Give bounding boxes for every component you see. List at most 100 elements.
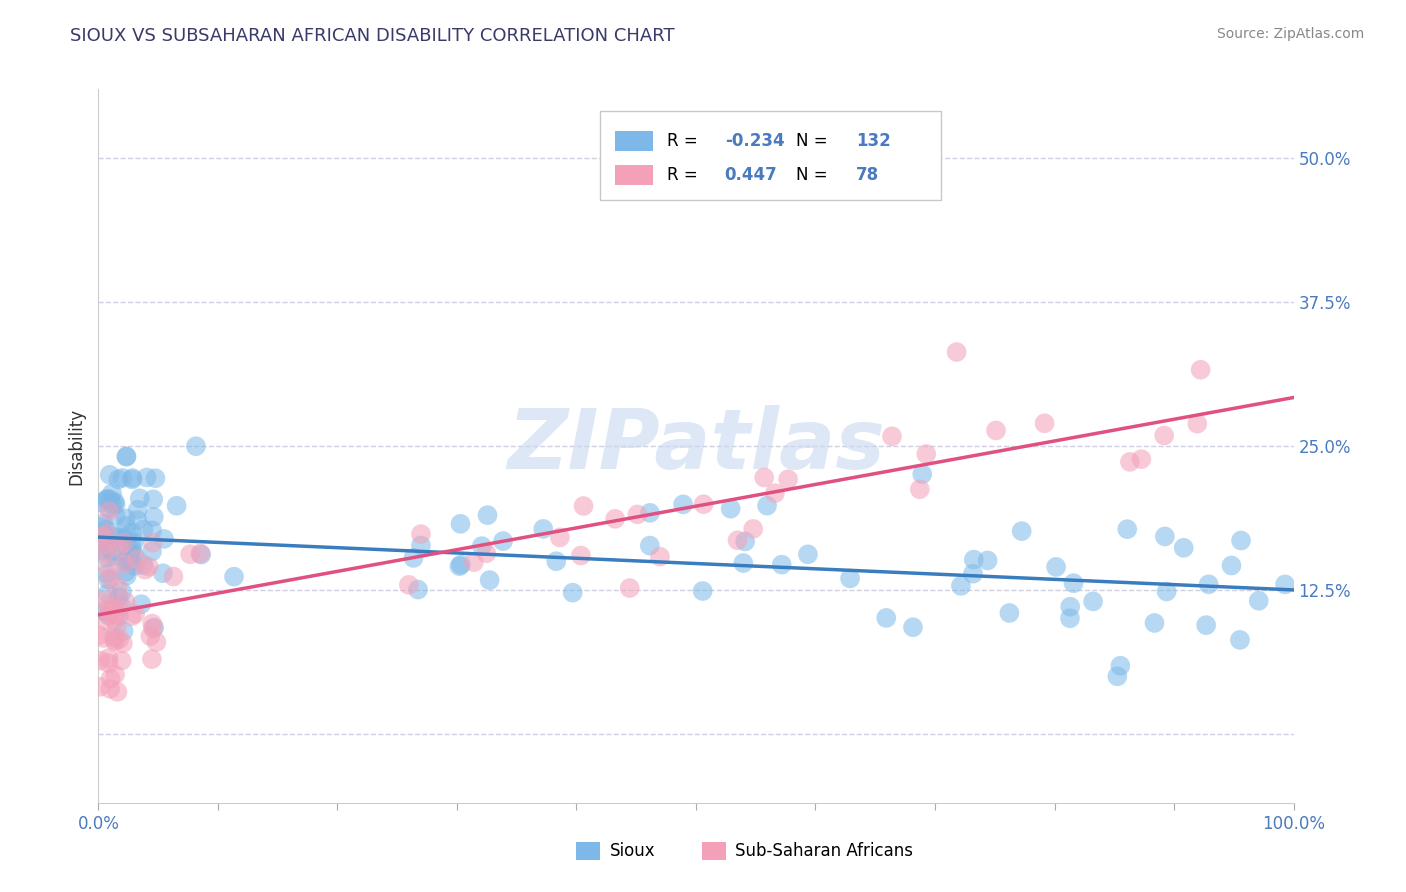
- Point: [96, 566, 118, 581]
- Point: [1045, 560, 1067, 574]
- Point: [91, 495, 114, 509]
- Point: [127, 513, 149, 527]
- Point: [1189, 363, 1212, 377]
- Point: [120, 546, 142, 560]
- Point: [478, 573, 501, 587]
- Point: [96, 550, 118, 565]
- Point: [115, 450, 138, 464]
- Point: [103, 632, 125, 647]
- Point: [945, 345, 967, 359]
- Point: [1059, 611, 1081, 625]
- Point: [127, 502, 149, 516]
- Point: [402, 550, 425, 565]
- Point: [1119, 455, 1142, 469]
- Point: [115, 568, 138, 582]
- Point: [179, 547, 201, 561]
- Point: [141, 544, 163, 558]
- Point: [763, 486, 786, 500]
- Point: [949, 579, 972, 593]
- Point: [98, 571, 121, 585]
- Point: [152, 566, 174, 581]
- Point: [97, 656, 120, 670]
- FancyBboxPatch shape: [600, 111, 941, 200]
- Point: [569, 549, 592, 563]
- Point: [94, 523, 117, 537]
- Point: [548, 530, 571, 544]
- Point: [91, 516, 114, 531]
- Point: [733, 556, 755, 570]
- Point: [120, 536, 142, 550]
- Point: [129, 597, 152, 611]
- Point: [143, 621, 166, 635]
- Point: [111, 584, 134, 599]
- Point: [104, 508, 127, 523]
- Point: [89, 534, 111, 549]
- Point: [98, 504, 121, 518]
- Point: [98, 492, 121, 507]
- Point: [756, 499, 779, 513]
- Point: [98, 681, 121, 696]
- Point: [111, 654, 134, 668]
- Point: [118, 549, 141, 564]
- Point: [96, 526, 118, 541]
- Point: [1156, 584, 1178, 599]
- Point: [190, 546, 212, 560]
- Point: [638, 539, 661, 553]
- Point: [93, 593, 115, 607]
- Point: [93, 631, 115, 645]
- Bar: [702, 842, 725, 860]
- Point: [449, 516, 471, 531]
- Point: [752, 470, 775, 484]
- Point: [184, 439, 207, 453]
- Text: N =: N =: [796, 132, 834, 150]
- Point: [880, 429, 903, 443]
- Point: [135, 470, 157, 484]
- Point: [1116, 522, 1139, 536]
- Point: [101, 486, 124, 500]
- Point: [915, 447, 938, 461]
- Text: 0.447: 0.447: [724, 166, 778, 184]
- Point: [93, 526, 115, 541]
- Point: [409, 538, 432, 552]
- Point: [107, 607, 129, 621]
- Point: [108, 632, 131, 646]
- Point: [734, 534, 756, 549]
- Point: [98, 536, 121, 550]
- Point: [1274, 577, 1296, 591]
- Point: [1063, 576, 1085, 591]
- Point: [546, 554, 568, 568]
- Point: [107, 685, 129, 699]
- Point: [98, 501, 121, 516]
- Point: [531, 522, 554, 536]
- Point: [121, 525, 143, 540]
- Point: [720, 501, 742, 516]
- Point: [89, 533, 111, 548]
- Point: [114, 511, 136, 525]
- Point: [1220, 558, 1243, 573]
- Point: [727, 533, 749, 548]
- Point: [797, 547, 820, 561]
- Point: [1109, 658, 1132, 673]
- Point: [103, 613, 125, 627]
- Point: [139, 629, 162, 643]
- Point: [839, 571, 862, 585]
- Point: [89, 654, 111, 668]
- Point: [111, 471, 134, 485]
- Point: [1154, 529, 1177, 543]
- Point: [976, 553, 998, 567]
- Point: [115, 518, 138, 533]
- Point: [103, 603, 125, 617]
- Point: [142, 509, 165, 524]
- Point: [105, 620, 128, 634]
- Point: [477, 508, 499, 523]
- Point: [475, 546, 498, 560]
- Text: 78: 78: [856, 166, 879, 184]
- Point: [111, 636, 134, 650]
- Bar: [614, 130, 652, 151]
- Point: [103, 631, 125, 645]
- Point: [128, 491, 150, 506]
- Y-axis label: Disability: Disability: [67, 408, 86, 484]
- Point: [89, 680, 111, 694]
- Point: [100, 672, 122, 686]
- Point: [107, 599, 129, 614]
